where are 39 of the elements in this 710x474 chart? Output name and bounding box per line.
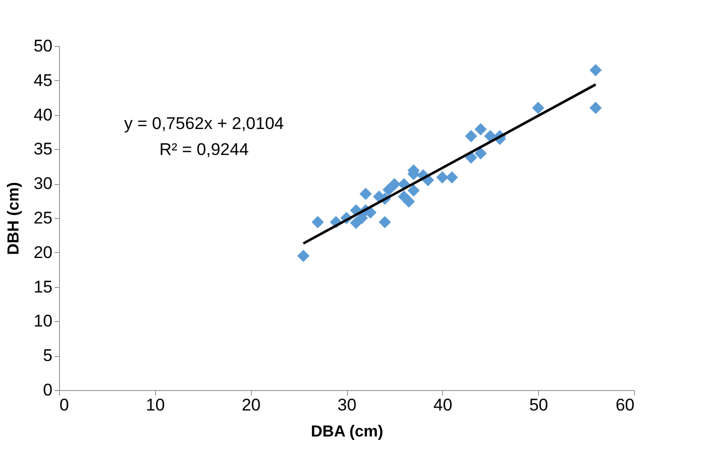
x-tick-label: 50 [529,396,548,414]
x-tick-label: 60 [616,396,634,414]
point [297,250,310,262]
point [474,147,487,160]
y-tick-label: 15 [34,277,52,296]
point [378,216,391,228]
x-tick-label: 40 [433,396,452,414]
y-tick-label: 10 [34,312,52,331]
annotation: R² = 0,9244 [159,140,249,159]
point [590,64,602,76]
point [360,188,372,200]
x-axis-title: DBA (cm) [310,424,384,440]
point [312,216,324,228]
y-tick-label: 5 [43,346,52,366]
y-tick-label: 30 [34,174,52,194]
y-tick-label: 0 [43,380,52,400]
y-tick-label: 25 [34,208,52,228]
point [532,102,544,114]
x-tick-label: 10 [146,396,165,414]
point [474,123,487,136]
y-tick-label: 50 [34,36,52,56]
y-tick-label: 20 [34,242,52,262]
point [436,171,448,184]
point [402,195,415,208]
x-tick-label: 30 [338,396,356,414]
point [407,184,420,197]
point [356,212,368,224]
point [388,178,401,190]
point [464,130,478,142]
y-axis-title: DBH (cm) [6,182,23,255]
x-tick-label: 20 [242,396,261,414]
point [382,184,395,196]
point [590,102,602,114]
annotation: y = 0,7562x + 2,0104 [124,114,284,133]
point [446,171,458,184]
x-tick-label: 0 [60,396,69,414]
y-tick-label: 45 [34,70,52,90]
y-tick-label: 40 [34,105,52,124]
y-tick-label: 35 [34,140,52,159]
